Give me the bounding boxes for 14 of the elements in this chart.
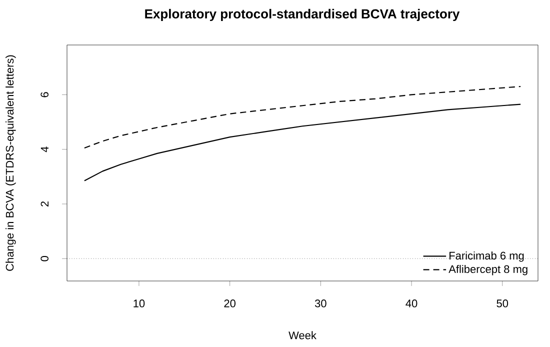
y-tick-label: 2 — [40, 201, 48, 206]
legend-label: Faricimab 6 mg — [450, 251, 524, 262]
x-tick-label: 20 — [224, 300, 236, 308]
y-tick-label: 6 — [40, 92, 48, 98]
x-tick-label: 30 — [314, 300, 326, 308]
x-axis-title: Week — [288, 331, 316, 340]
x-tick-label: 50 — [496, 300, 508, 308]
y-axis-title: Change in BCVA (ETDRS-equivalent letters) — [6, 55, 16, 271]
y-tick-label: 4 — [40, 146, 48, 152]
y-tick-label: 0 — [40, 256, 48, 262]
chart-title: Exploratory protocol-standardised BCVA trajectory — [145, 8, 460, 22]
x-tick-label: 40 — [406, 300, 418, 308]
x-tick-label: 10 — [134, 300, 145, 308]
legend-label: Aflibercept 8 mg — [448, 264, 528, 276]
